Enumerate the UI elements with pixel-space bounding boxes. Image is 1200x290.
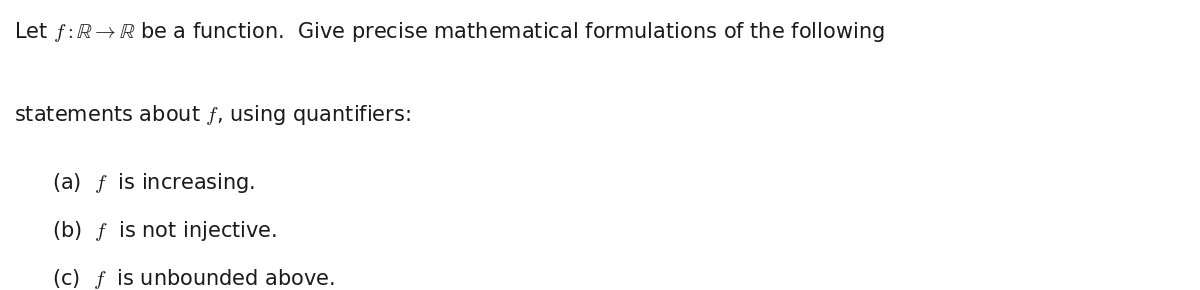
Text: statements about $\mathit{f}$, using quantifiers:: statements about $\mathit{f}$, using qua… <box>14 103 412 127</box>
Text: Let $\mathit{f} : \mathbb{R} \to \mathbb{R}$ be a function.  Give precise mathem: Let $\mathit{f} : \mathbb{R} \to \mathbb… <box>14 20 886 44</box>
Text: (b)  $\mathit{f}$  is not injective.: (b) $\mathit{f}$ is not injective. <box>52 219 277 243</box>
Text: (a)  $\mathit{f}$  is increasing.: (a) $\mathit{f}$ is increasing. <box>52 171 254 195</box>
Text: (c)  $\mathit{f}$  is unbounded above.: (c) $\mathit{f}$ is unbounded above. <box>52 267 335 290</box>
